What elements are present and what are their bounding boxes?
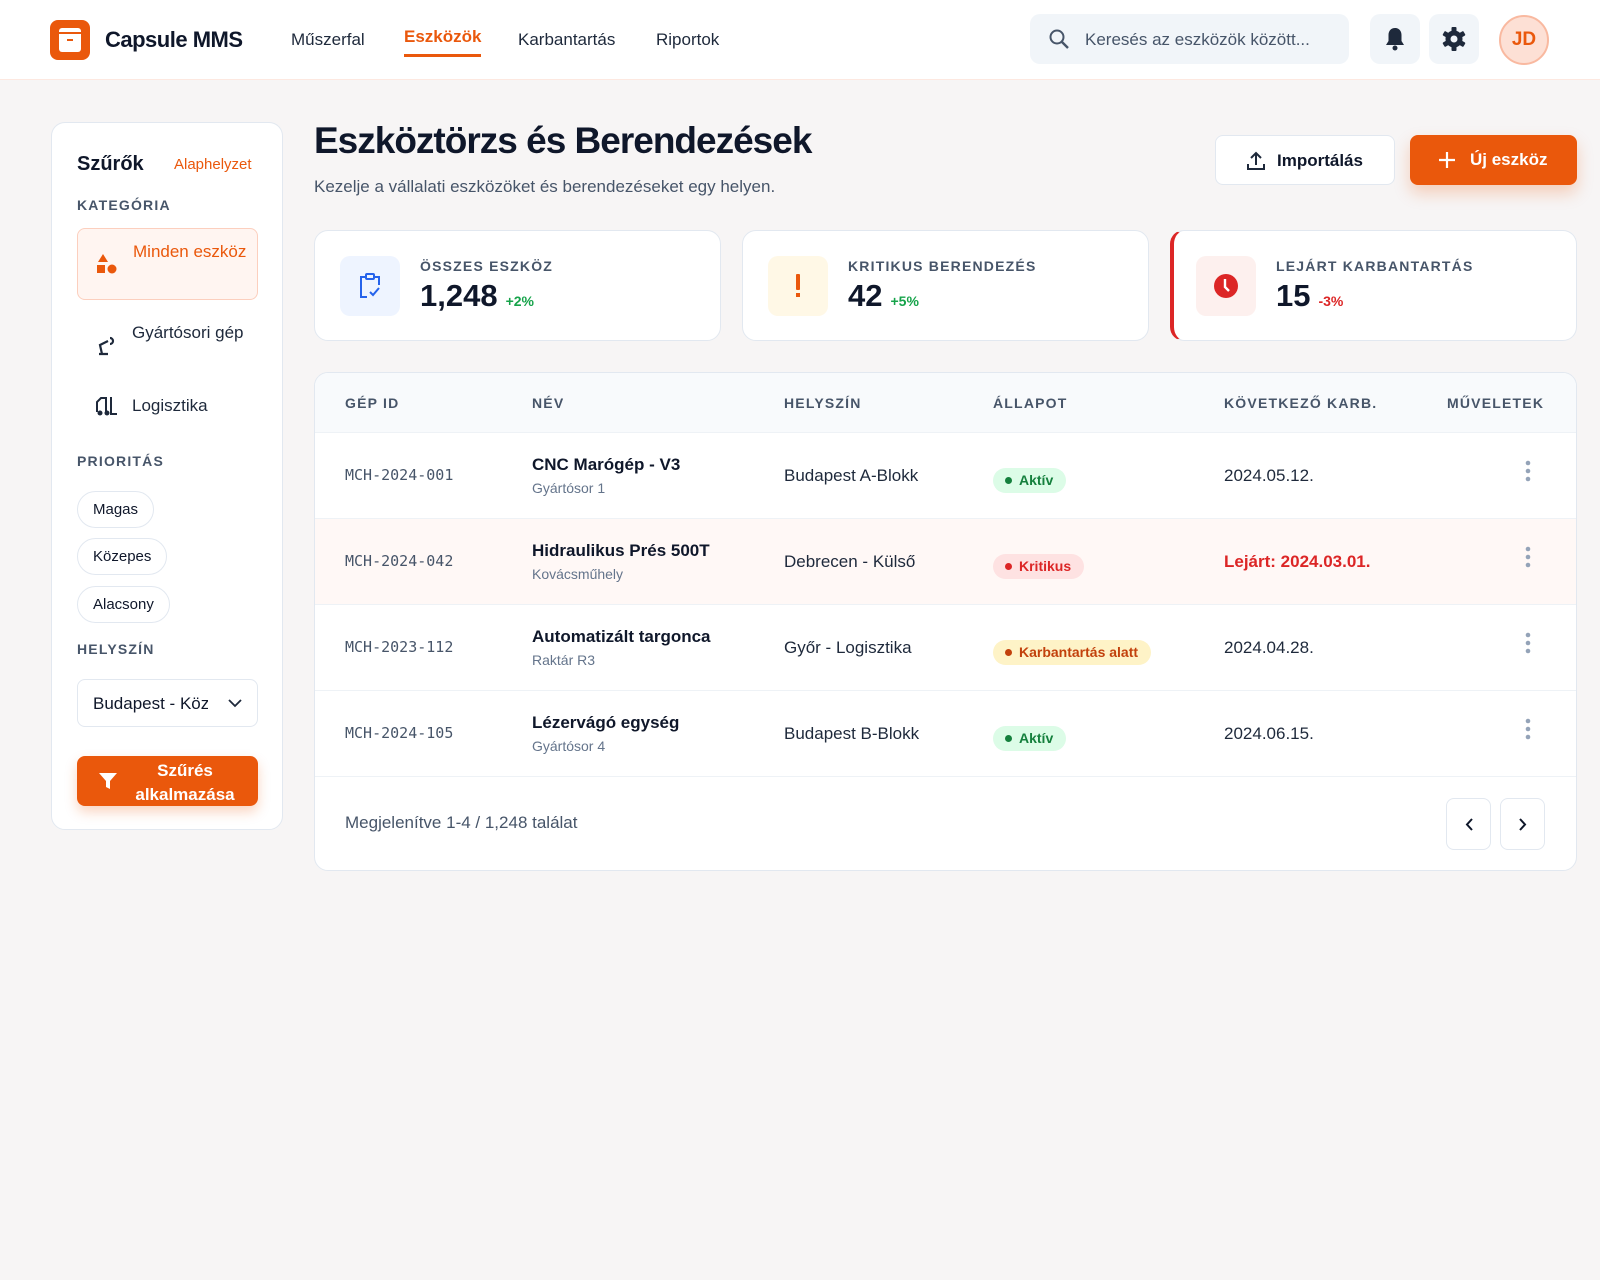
more-options-icon[interactable] [1525, 460, 1531, 482]
priority-label: PRIORITÁS [77, 453, 165, 469]
more-options-icon[interactable] [1525, 546, 1531, 568]
nav-muszerfal[interactable]: Műszerfal [291, 30, 365, 49]
category-logistics[interactable]: Logisztika [77, 381, 258, 431]
forklift-icon [96, 397, 117, 416]
gear-icon [1442, 27, 1466, 51]
shapes-icon [97, 254, 117, 274]
nav-karbantartas[interactable]: Karbantartás [518, 30, 616, 49]
chevron-down-icon [228, 699, 242, 708]
top-header: Capsule MMS Műszerfal Eszközök Karbantar… [0, 0, 1600, 80]
avatar[interactable]: JD [1499, 15, 1549, 65]
stat-card-overdue: LEJÁRT KARBANTARTÁS 15 -3% [1170, 230, 1577, 341]
table-row[interactable]: MCH-2024-105 Lézervágó egység Gyártósor … [315, 690, 1576, 776]
priority-chip-low[interactable]: Alacsony [77, 586, 170, 623]
table-footer [315, 776, 1576, 870]
chevron-right-icon [1518, 817, 1526, 831]
priority-chip-high[interactable]: Magas [77, 491, 155, 528]
more-options-icon[interactable] [1525, 632, 1531, 654]
filter-icon [99, 773, 117, 789]
category-all[interactable]: Minden eszköz [77, 228, 258, 300]
status-badge: Aktív [993, 726, 1067, 751]
category-production-machine[interactable]: Gyártósori gép [77, 310, 258, 382]
category-label: KATEGÓRIA [77, 197, 171, 213]
clock-icon [1196, 256, 1256, 316]
status-badge: Karbantartás alatt [993, 640, 1152, 665]
more-options-icon[interactable] [1525, 718, 1531, 740]
reset-filters-link[interactable]: Alaphelyzet [174, 156, 252, 173]
priority-chip-medium[interactable]: Közepes [77, 538, 168, 575]
upload-icon [1247, 151, 1265, 170]
robot-arm-icon [98, 336, 115, 356]
stat-card-total: ÖSSZES ESZKÖZ 1,248 +2% [314, 230, 721, 341]
status-badge: Aktív [993, 468, 1067, 493]
new-asset-button[interactable]: Új eszköz [1410, 135, 1577, 185]
table-header: GÉP ID NÉV HELYSZÍN ÁLLAPOT KÖVETKEZŐ KA… [315, 373, 1576, 432]
filters-title: Szűrők [77, 153, 144, 175]
table-row[interactable]: MCH-2024-042 Hidraulikus Prés 500T Kovác… [315, 518, 1576, 604]
location-label: HELYSZÍN [77, 641, 155, 657]
plus-icon [1439, 152, 1455, 168]
next-page-button[interactable] [1500, 798, 1545, 850]
nav-riportok[interactable]: Riportok [656, 30, 720, 49]
search-icon [1049, 29, 1069, 49]
exclamation-icon [768, 256, 828, 316]
table-row[interactable]: MCH-2024-001 CNC Marógép - V3 Gyártósor … [315, 432, 1576, 518]
clipboard-check-icon [340, 256, 400, 316]
page-subtitle: Kezelje a vállalati eszközöket és berend… [314, 177, 776, 196]
status-badge: Kritikus [993, 554, 1085, 579]
settings-button[interactable] [1429, 14, 1479, 64]
search-placeholder: Keresés az eszközök között... [1085, 30, 1310, 49]
filters-sidebar: Szűrők Alaphelyzet KATEGÓRIA Minden eszk… [51, 122, 283, 830]
page-title: Eszköztörzs és Berendezések [314, 120, 812, 161]
stat-card-critical: KRITIKUS BERENDEZÉS 42 +5% [742, 230, 1149, 341]
brand-name: Capsule MMS [105, 27, 243, 52]
location-select[interactable]: Budapest - Központ [77, 679, 258, 727]
notifications-button[interactable] [1370, 14, 1420, 64]
logo-icon [50, 20, 90, 60]
chevron-left-icon [1465, 817, 1473, 831]
results-count: Megjelenítve 1-4 / 1,248 találat [345, 813, 578, 832]
import-button[interactable]: Importálás [1215, 135, 1395, 185]
search-input[interactable]: Keresés az eszközök között... [1030, 14, 1349, 64]
apply-filters-button[interactable]: Szűrés alkalmazása [77, 756, 258, 806]
prev-page-button[interactable] [1446, 798, 1491, 850]
nav-eszkozok[interactable]: Eszközök [404, 27, 482, 57]
assets-table: GÉP ID NÉV HELYSZÍN ÁLLAPOT KÖVETKEZŐ KA… [314, 372, 1577, 871]
bell-icon [1386, 28, 1404, 51]
table-row[interactable]: MCH-2023-112 Automatizált targonca Raktá… [315, 604, 1576, 690]
